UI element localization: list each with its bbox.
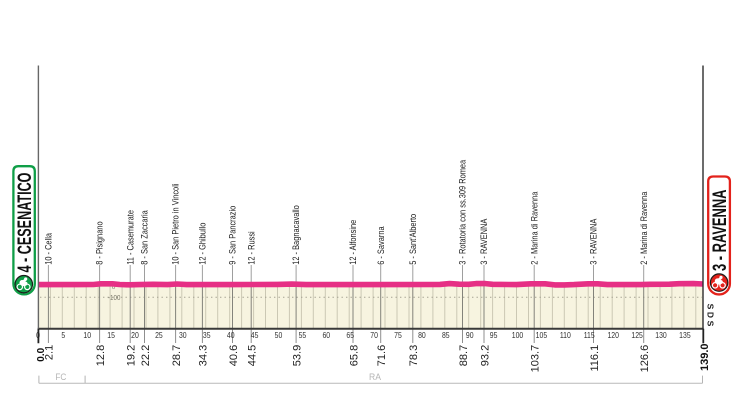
- svg-text:3 - Rotatoria con ss.309 Romea: 3 - Rotatoria con ss.309 Romea: [458, 159, 468, 265]
- svg-text:6 - Savarna: 6 - Savarna: [376, 226, 386, 265]
- svg-text:3 - RAVENNA: 3 - RAVENNA: [479, 218, 489, 265]
- svg-text:115: 115: [584, 330, 595, 340]
- svg-text:25: 25: [155, 330, 163, 340]
- svg-text:70: 70: [370, 330, 378, 340]
- svg-text:45: 45: [251, 330, 259, 340]
- svg-text:50: 50: [275, 330, 283, 340]
- svg-text:-100: -100: [108, 293, 120, 302]
- svg-text:85: 85: [442, 330, 450, 340]
- svg-text:8 - Pisignano: 8 - Pisignano: [95, 221, 105, 264]
- svg-text:9 - San Pancrazio: 9 - San Pancrazio: [228, 206, 238, 265]
- svg-text:5 - Sant'Alberto: 5 - Sant'Alberto: [408, 214, 418, 265]
- svg-text:3 - RAVENNA: 3 - RAVENNA: [589, 218, 599, 265]
- svg-text:34.3: 34.3: [198, 345, 210, 366]
- svg-text:53.9: 53.9: [291, 345, 303, 366]
- svg-text:78.3: 78.3: [408, 345, 420, 366]
- svg-text:FC: FC: [55, 372, 66, 382]
- svg-text:35: 35: [203, 330, 211, 340]
- svg-text:130: 130: [655, 330, 666, 340]
- svg-text:0.0: 0.0: [36, 347, 47, 361]
- svg-text:10: 10: [83, 330, 91, 340]
- svg-text:SDS: SDS: [705, 304, 715, 329]
- svg-text:20: 20: [131, 330, 139, 340]
- svg-text:100: 100: [512, 330, 523, 340]
- svg-text:15: 15: [107, 330, 115, 340]
- svg-text:5: 5: [61, 330, 65, 340]
- svg-text:103.7: 103.7: [530, 345, 542, 373]
- svg-text:12 - Alfonsine: 12 - Alfonsine: [348, 220, 358, 265]
- svg-text:12 - Bagnacavallo: 12 - Bagnacavallo: [291, 205, 301, 265]
- svg-text:28.7: 28.7: [171, 345, 183, 366]
- svg-text:12.8: 12.8: [95, 345, 107, 366]
- svg-text:90: 90: [466, 330, 474, 340]
- svg-text:10 - Cella: 10 - Cella: [44, 232, 54, 264]
- svg-text:0: 0: [112, 284, 116, 291]
- svg-text:60: 60: [322, 330, 330, 340]
- svg-text:120: 120: [607, 330, 618, 340]
- svg-text:88.7: 88.7: [458, 345, 470, 366]
- svg-text:80: 80: [418, 330, 426, 340]
- svg-text:8 - San Zaccaria: 8 - San Zaccaria: [140, 210, 150, 265]
- svg-text:12 - Ghibullo: 12 - Ghibullo: [198, 223, 208, 265]
- svg-text:RA: RA: [369, 372, 381, 382]
- svg-text:65.8: 65.8: [348, 345, 360, 366]
- svg-text:2 - Marina di Ravenna: 2 - Marina di Ravenna: [529, 191, 539, 265]
- svg-text:2.1: 2.1: [44, 345, 56, 360]
- svg-text:40: 40: [227, 330, 235, 340]
- svg-text:3 - RAVENNA: 3 - RAVENNA: [710, 189, 731, 271]
- svg-text:19.2: 19.2: [126, 345, 138, 366]
- svg-text:75: 75: [394, 330, 402, 340]
- svg-text:110: 110: [560, 330, 571, 340]
- svg-text:40.6: 40.6: [228, 345, 240, 366]
- svg-text:30: 30: [179, 330, 187, 340]
- svg-text:116.1: 116.1: [589, 345, 601, 372]
- svg-text:11 - Casemurate: 11 - Casemurate: [125, 210, 135, 265]
- svg-text:93.2: 93.2: [479, 345, 491, 366]
- svg-text:12 - Russi: 12 - Russi: [246, 231, 256, 265]
- svg-text:95: 95: [490, 330, 498, 340]
- svg-text:126.6: 126.6: [639, 345, 651, 373]
- svg-text:2 - Marina di Ravenna: 2 - Marina di Ravenna: [639, 191, 649, 265]
- svg-text:4 - CESENATICO: 4 - CESENATICO: [15, 173, 36, 273]
- svg-text:135: 135: [679, 330, 690, 340]
- svg-text:10 - San Pietro in Vincoli: 10 - San Pietro in Vincoli: [171, 183, 181, 264]
- svg-text:22.2: 22.2: [140, 345, 152, 366]
- svg-text:71.6: 71.6: [376, 345, 388, 366]
- svg-text:139.0: 139.0: [699, 344, 711, 372]
- svg-text:65: 65: [346, 330, 354, 340]
- svg-text:44.5: 44.5: [247, 345, 259, 366]
- svg-text:105: 105: [536, 330, 547, 340]
- svg-text:55: 55: [299, 330, 307, 340]
- svg-text:125: 125: [631, 330, 642, 340]
